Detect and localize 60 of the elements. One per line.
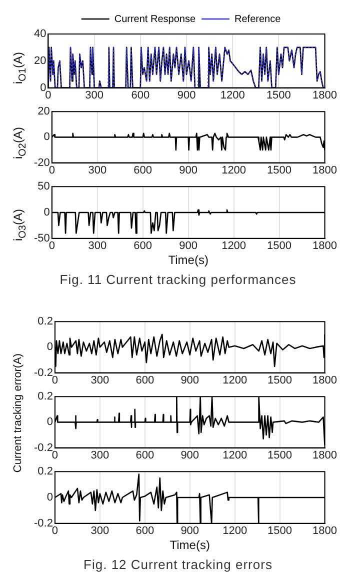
x-tick-label: 600 xyxy=(134,164,152,176)
x-tick-label: 1500 xyxy=(268,525,292,538)
y-tick-label: -0.2 xyxy=(34,517,53,530)
y-tick-label: -20 xyxy=(34,156,50,169)
y-tick-label: 0.2 xyxy=(38,390,53,403)
y-tick-label: 0.2 xyxy=(38,316,53,328)
x-tick-label: 1500 xyxy=(268,374,292,386)
x-tick-label: 1500 xyxy=(267,164,292,176)
y-tick-label: -0.2 xyxy=(34,442,53,454)
x-tick-label: 1200 xyxy=(222,449,248,462)
x-tick-label: 1200 xyxy=(222,240,246,252)
x-tick-label: 600 xyxy=(131,89,150,102)
y-tick-label: 0 xyxy=(46,416,53,428)
y-tick-label: 0 xyxy=(46,341,53,354)
x-tick-label: 900 xyxy=(177,89,196,102)
x-tick-label: 1800 xyxy=(312,240,338,252)
x-tick-label: 1800 xyxy=(312,89,338,102)
y-tick-label: -0.2 xyxy=(34,366,53,379)
y-tick-label: 50 xyxy=(38,180,50,193)
y-tick-label: -50 xyxy=(34,232,50,244)
x-tick-label: 300 xyxy=(90,525,110,538)
x-axis-title: Time(s) xyxy=(170,538,210,552)
x-axis-title: Time(s) xyxy=(168,253,208,268)
x-tick-label: 600 xyxy=(136,374,154,386)
x-tick-label: 1500 xyxy=(267,240,292,252)
x-tick-label: 1800 xyxy=(312,449,338,462)
x-tick-label: 900 xyxy=(180,525,200,538)
x-tick-label: 600 xyxy=(134,240,152,252)
legend-label: Reference xyxy=(234,14,282,25)
y-tick-label: 0 xyxy=(44,131,50,144)
caption: Fig. 11 Current tracking performances xyxy=(58,272,298,287)
x-tick-label: 300 xyxy=(85,89,104,102)
x-tick-label: 1500 xyxy=(266,89,291,102)
y-tick-label: 0 xyxy=(44,206,50,219)
x-tick-label: 1800 xyxy=(312,374,338,386)
x-tick-label: 300 xyxy=(88,164,107,176)
x-tick-label: 600 xyxy=(136,525,154,538)
x-tick-label: 1800 xyxy=(312,164,338,176)
x-tick-label: 1200 xyxy=(222,164,246,176)
x-tick-label: 1200 xyxy=(220,89,245,102)
x-tick-label: 900 xyxy=(180,449,200,462)
y-tick-label: 20 xyxy=(34,54,46,67)
y-tick-label: 0.2 xyxy=(38,466,53,478)
x-tick-label: 1500 xyxy=(268,449,292,462)
x-tick-label: 900 xyxy=(180,374,200,386)
x-tick-label: 600 xyxy=(136,449,154,462)
x-tick-label: 300 xyxy=(90,449,110,462)
y-axis-title: Current tracking error(A) xyxy=(11,352,25,474)
x-tick-label: 1200 xyxy=(222,374,248,386)
x-tick-label: 900 xyxy=(179,240,198,252)
x-tick-label: 1200 xyxy=(222,525,248,538)
x-tick-label: 900 xyxy=(179,164,198,176)
y-tick-label: 20 xyxy=(38,106,50,118)
x-tick-label: 300 xyxy=(88,240,107,252)
y-tick-label: 0 xyxy=(46,492,53,504)
caption: Fig. 12 Current tracking errors xyxy=(82,557,274,572)
x-tick-label: 300 xyxy=(90,374,110,386)
legend-label: Current Response xyxy=(114,14,196,25)
y-tick-label: 40 xyxy=(34,28,46,40)
x-tick-label: 1800 xyxy=(312,525,338,538)
